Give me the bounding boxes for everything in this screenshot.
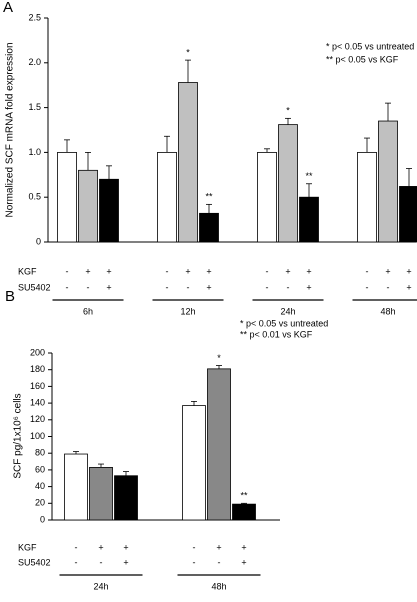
significance-marker: ** [305, 171, 313, 181]
bar [99, 178, 119, 243]
annotation: ** p< 0.05 vs KGF [326, 54, 399, 64]
bar [278, 124, 298, 243]
bar [257, 151, 277, 243]
y-tick-label: 2.0 [28, 57, 41, 67]
treatment-sign: + [406, 266, 411, 276]
treatment-sign: - [266, 266, 269, 276]
y-tick-label: 0 [36, 236, 41, 246]
treatment-sign: - [166, 282, 169, 292]
treatment-label: SU5402 [18, 282, 51, 292]
treatment-sign: - [266, 282, 269, 292]
treatment-sign: + [306, 282, 311, 292]
bar [199, 212, 219, 243]
treatment-sign: + [385, 266, 390, 276]
y-tick-label: 20 [35, 498, 45, 508]
treatment-sign: + [241, 542, 246, 552]
treatment-sign: + [185, 266, 190, 276]
significance-marker: * [286, 106, 290, 116]
y-tick-label: 0.5 [28, 192, 41, 202]
treatment-sign: + [241, 557, 246, 567]
bar [232, 503, 256, 521]
bar [57, 151, 77, 243]
significance-marker: ** [240, 491, 248, 501]
bar [182, 405, 206, 521]
y-tick-label: 0 [40, 514, 45, 524]
bar [299, 196, 319, 243]
treatment-label: SU5402 [18, 557, 51, 567]
treatment-sign: + [106, 266, 111, 276]
panel-label: B [5, 288, 15, 305]
bar [157, 151, 177, 243]
y-tick-label: 80 [35, 448, 45, 458]
treatment-sign: + [206, 282, 211, 292]
bar [64, 453, 88, 521]
treatment-sign: - [366, 266, 369, 276]
x-category-label: 48h [380, 306, 395, 316]
y-tick-label: 1.0 [28, 147, 41, 157]
y-tick-label: 1.5 [28, 102, 41, 112]
treatment-sign: - [166, 266, 169, 276]
y-tick-label: 60 [35, 464, 45, 474]
treatment-sign: + [306, 266, 311, 276]
treatment-sign: - [100, 557, 103, 567]
y-tick-label: 100 [30, 431, 45, 441]
bar [357, 151, 377, 243]
treatment-sign: - [218, 557, 221, 567]
treatment-sign: - [66, 282, 69, 292]
bar [114, 475, 138, 521]
treatment-sign: - [387, 282, 390, 292]
treatment-sign: + [216, 542, 221, 552]
bar [378, 120, 398, 243]
y-tick-label: 2.5 [28, 12, 41, 22]
treatment-label: KGF [18, 542, 37, 552]
y-tick-label: 160 [30, 381, 45, 391]
annotation: * p< 0.05 vs untreated [240, 318, 328, 328]
y-tick-label: 200 [30, 347, 45, 357]
treatment-sign: + [123, 557, 128, 567]
bar [399, 186, 417, 243]
treatment-sign: - [193, 557, 196, 567]
bar [78, 169, 98, 243]
treatment-sign: - [75, 557, 78, 567]
treatment-sign: + [85, 266, 90, 276]
treatment-sign: + [285, 266, 290, 276]
y-tick-label: 180 [30, 364, 45, 374]
bar [89, 466, 113, 521]
treatment-sign: - [287, 282, 290, 292]
treatment-sign: - [366, 282, 369, 292]
bar [178, 82, 198, 243]
y-axis-title: Normalized SCF mRNA fold expression [5, 42, 16, 217]
y-tick-label: 40 [35, 481, 45, 491]
treatment-sign: + [106, 282, 111, 292]
x-category-label: 24h [280, 306, 295, 316]
x-category-label: 48h [211, 581, 226, 591]
treatment-sign: + [206, 266, 211, 276]
y-tick-label: 120 [30, 414, 45, 424]
x-category-label: 12h [180, 306, 195, 316]
significance-marker: * [186, 47, 190, 57]
y-tick-label: 140 [30, 397, 45, 407]
treatment-sign: - [75, 542, 78, 552]
treatment-label: KGF [18, 266, 37, 276]
panel-label: A [3, 0, 13, 16]
treatment-sign: - [193, 542, 196, 552]
treatment-sign: + [123, 542, 128, 552]
significance-marker: * [217, 353, 221, 363]
bar [207, 368, 231, 521]
treatment-sign: + [98, 542, 103, 552]
treatment-sign: - [66, 266, 69, 276]
y-axis-title: SCF pg/1x10⁶ cells [13, 393, 24, 478]
treatment-sign: - [187, 282, 190, 292]
significance-marker: ** [205, 192, 213, 202]
x-category-label: 24h [93, 581, 108, 591]
annotation: * p< 0.05 vs untreated [326, 41, 414, 51]
annotation: ** p< 0.01 vs KGF [240, 329, 313, 339]
treatment-sign: - [87, 282, 90, 292]
x-category-label: 6h [83, 306, 93, 316]
treatment-sign: + [406, 282, 411, 292]
